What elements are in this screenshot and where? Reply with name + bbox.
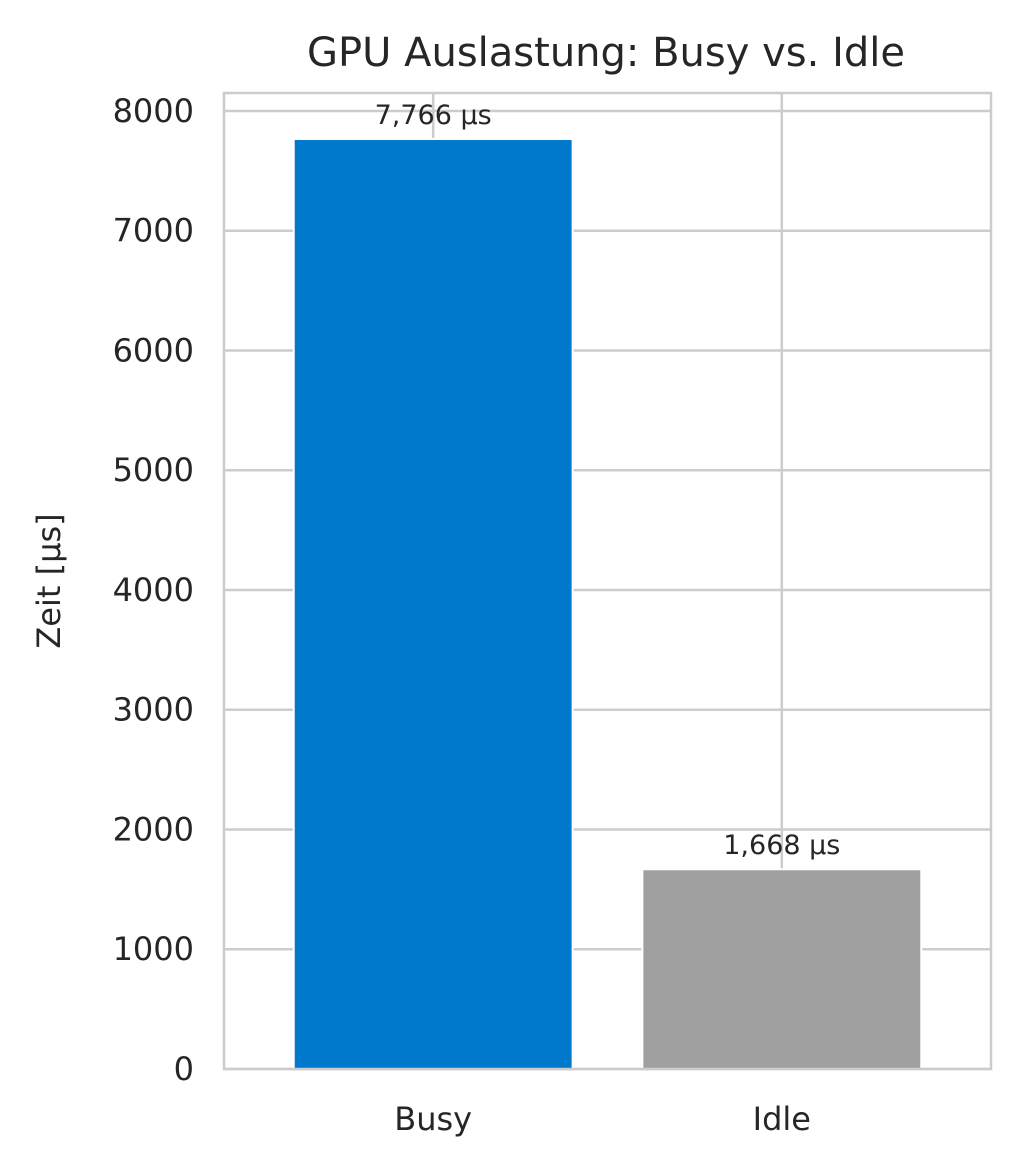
data-label-busy: 7,766 µs <box>375 100 492 131</box>
x-tick-label: Busy <box>394 1100 472 1138</box>
y-tick-label: 3000 <box>113 691 194 729</box>
y-tick-label: 5000 <box>113 451 194 489</box>
chart-title: GPU Auslastung: Busy vs. Idle <box>307 30 905 76</box>
y-tick-label: 1000 <box>113 930 194 968</box>
data-label-idle: 1,668 µs <box>723 830 840 861</box>
y-tick-label: 4000 <box>113 571 194 609</box>
bars <box>292 137 923 1070</box>
y-tick-label: 0 <box>174 1050 194 1088</box>
labels: 0 1000 2000 3000 4000 5000 6000 7000 8000 7,766 µ… <box>113 92 841 1138</box>
plot-frame <box>222 91 993 1071</box>
y-tick-label: 2000 <box>113 810 194 848</box>
bar-idle <box>641 868 923 1070</box>
y-axis-label: Zeit [µs] <box>30 513 68 648</box>
bar-busy <box>292 137 574 1070</box>
y-tick-label: 6000 <box>113 331 194 369</box>
y-tick-label: 7000 <box>113 212 194 250</box>
x-tick-label: Idle <box>753 1100 811 1138</box>
y-tick-label: 8000 <box>113 92 194 130</box>
